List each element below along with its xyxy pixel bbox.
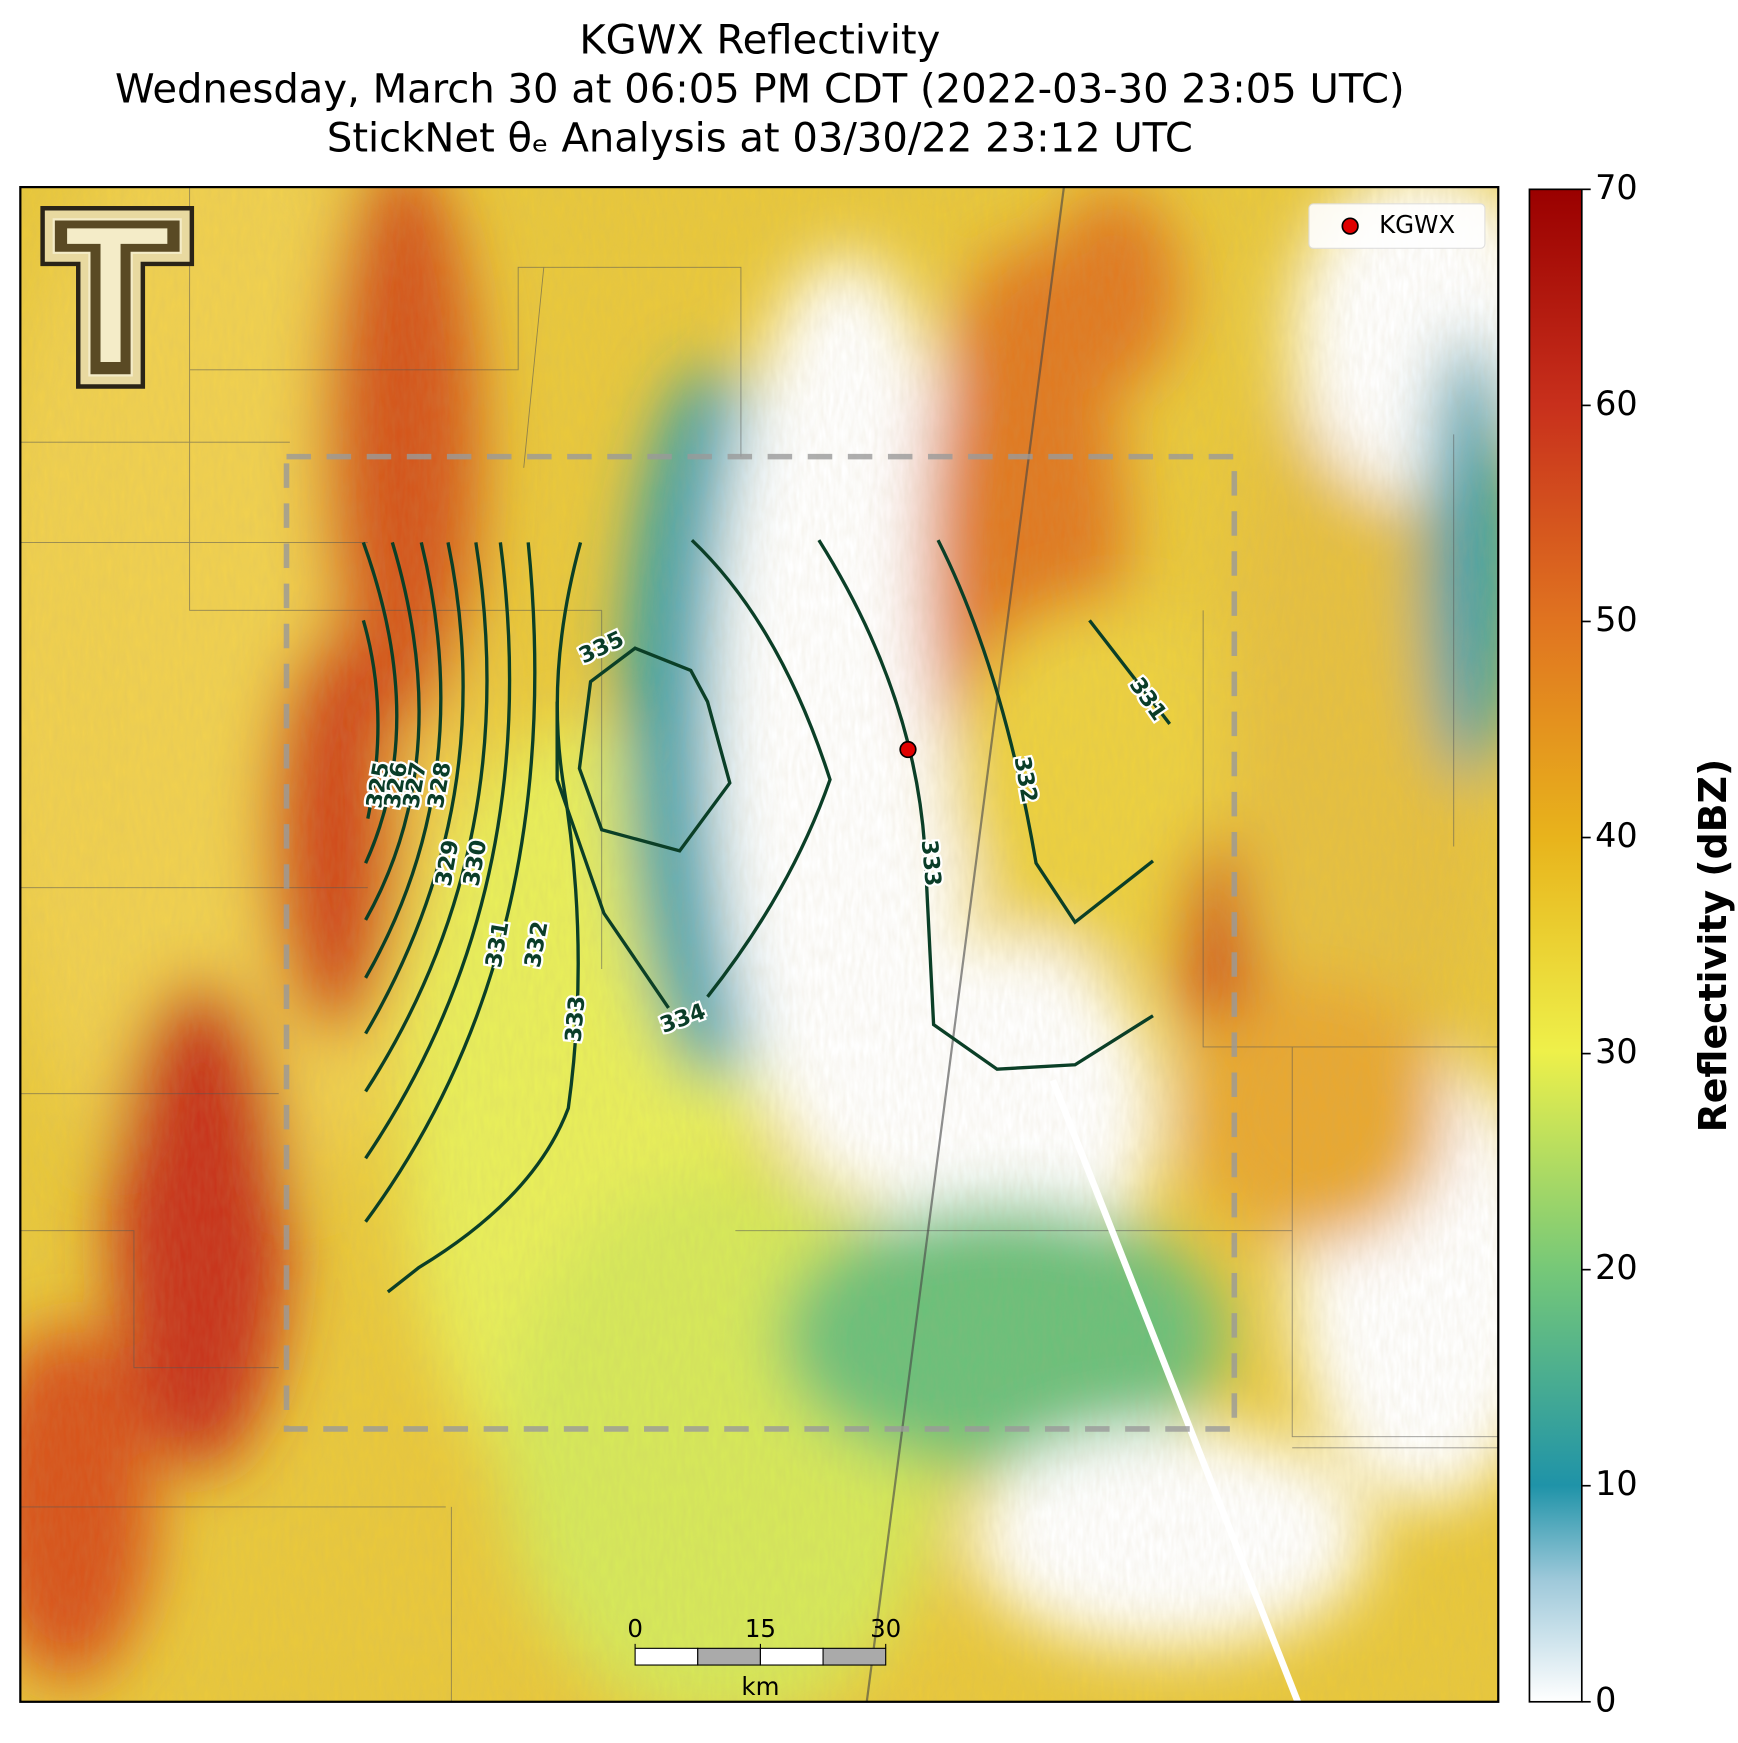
scale-tick-label: 0 <box>627 1614 643 1643</box>
colorbar-tick-label: 30 <box>1595 1032 1638 1071</box>
colorbar-tick-label: 0 <box>1595 1680 1616 1719</box>
scale-tick-label: 30 <box>870 1614 901 1643</box>
scale-bar: 0 15 30 km <box>627 1614 901 1701</box>
colorbar-tick-label: 40 <box>1595 816 1638 855</box>
colorbar-tick-label: 50 <box>1595 600 1638 639</box>
contour-label: 333 <box>561 995 591 1044</box>
scale-segment <box>634 1647 699 1666</box>
contours <box>361 538 1172 1294</box>
scale-segment <box>822 1647 887 1666</box>
scale-segment <box>697 1647 761 1666</box>
legend: KGWX <box>1308 203 1486 249</box>
legend-label: KGWX <box>1379 210 1455 239</box>
colorbar: Reflectivity (dBZ) 0 10 20 30 40 50 60 70 <box>1528 168 1735 1719</box>
contour-label: 333 <box>916 839 946 888</box>
colorbar-tick-label: 10 <box>1595 1464 1638 1503</box>
title-line: Wednesday, March 30 at 06:05 PM CDT (202… <box>115 66 1405 112</box>
radar-site <box>899 740 917 759</box>
scale-segment <box>759 1647 824 1666</box>
title-block: KGWX Reflectivity Wednesday, March 30 at… <box>115 17 1405 161</box>
colorbar-label: Reflectivity (dBZ) <box>1691 759 1735 1133</box>
scale-tick-label: 15 <box>745 1614 776 1643</box>
logo <box>40 206 195 389</box>
colorbar-tick-label: 60 <box>1595 384 1638 423</box>
colorbar-tick-label: 70 <box>1595 168 1638 207</box>
title-line: StickNet θₑ Analysis at 03/30/22 23:12 U… <box>327 115 1193 161</box>
title-line: KGWX Reflectivity <box>579 17 940 63</box>
scale-unit: km <box>741 1672 779 1701</box>
colorbar-tick-label: 20 <box>1595 1248 1638 1287</box>
